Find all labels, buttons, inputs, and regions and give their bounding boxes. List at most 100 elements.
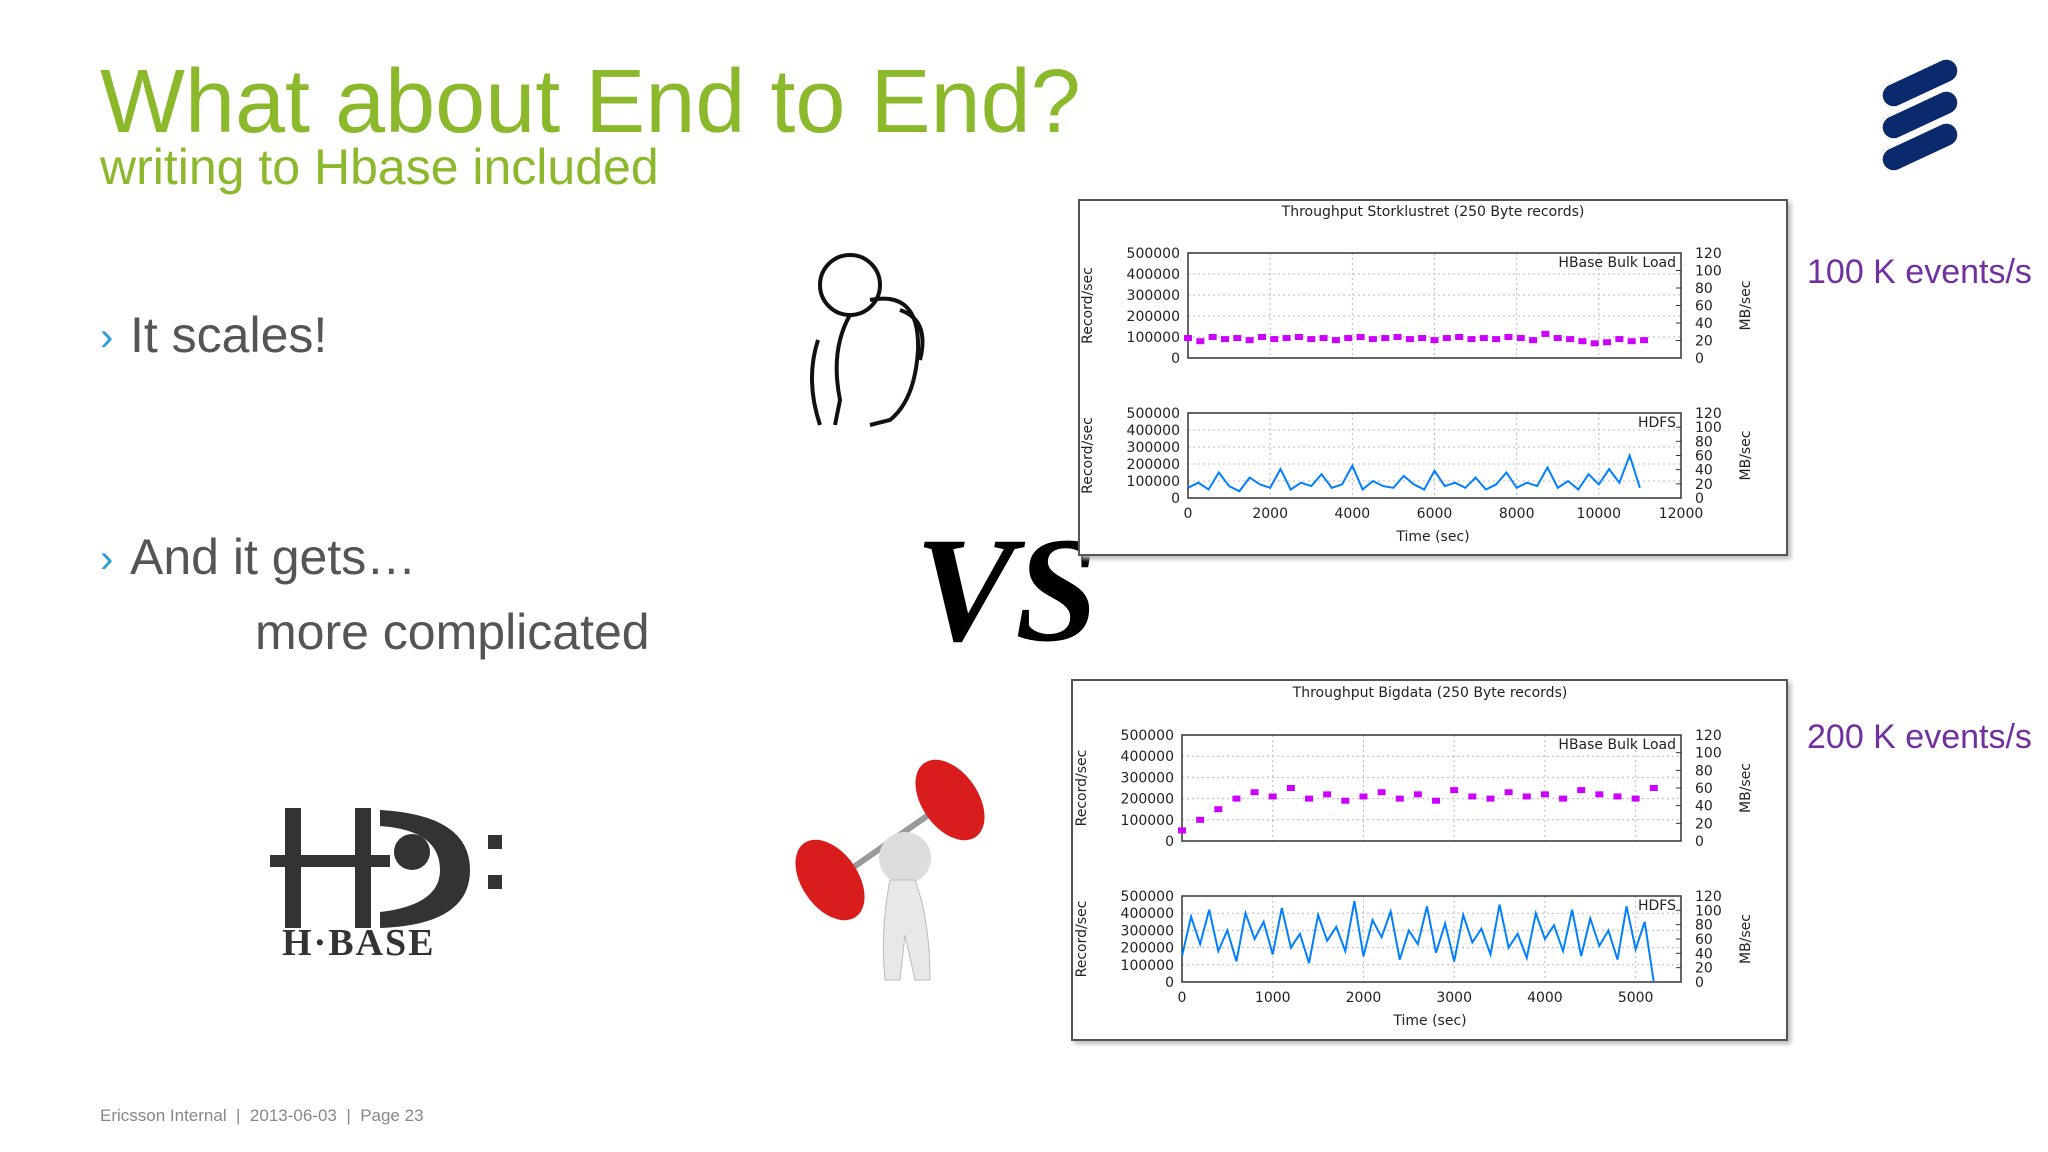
x-axis-label: Time (sec) xyxy=(1392,1013,1466,1029)
y2-tick-label: 80 xyxy=(1695,434,1713,450)
point xyxy=(1492,336,1501,343)
point xyxy=(1381,335,1390,342)
subtitle: writing to Hbase included xyxy=(99,139,659,195)
y-tick-label: 400000 xyxy=(1127,423,1180,439)
point xyxy=(1196,338,1205,345)
y2-tick-label: 80 xyxy=(1695,918,1713,934)
y2-tick-label: 0 xyxy=(1695,351,1704,367)
point xyxy=(1184,335,1192,342)
point xyxy=(1504,334,1513,340)
y-tick-label: 100000 xyxy=(1121,813,1174,829)
bullet-marker: › xyxy=(100,315,113,359)
y2-tick-label: 120 xyxy=(1695,406,1722,422)
y2-tick-label: 40 xyxy=(1695,316,1713,332)
y-tick-label: 0 xyxy=(1165,834,1174,850)
point xyxy=(1468,793,1477,800)
point xyxy=(1590,340,1599,347)
x-tick-label: 10000 xyxy=(1577,506,1622,522)
point xyxy=(1233,335,1242,342)
old-man-figure xyxy=(810,253,925,427)
point xyxy=(1553,335,1562,342)
y-tick-label: 500000 xyxy=(1127,246,1180,262)
point xyxy=(1208,334,1217,340)
chart-title: Throughput Storklustret (250 Byte record… xyxy=(1281,204,1585,220)
y-axis-label: Record/sec xyxy=(1080,417,1096,494)
point xyxy=(1559,795,1568,802)
y2-tick-label: 100 xyxy=(1695,264,1722,280)
footer: Ericsson Internal | 2013-06-03 | Page 23 xyxy=(100,1106,424,1125)
annotation: 200 K events/s xyxy=(1807,718,2032,756)
point xyxy=(1359,793,1368,800)
chart-frame xyxy=(1071,679,1788,1041)
hbase-logo-text: H·BASE xyxy=(282,922,436,964)
y-tick-label: 400000 xyxy=(1121,906,1174,922)
y-axis-label: Record/sec xyxy=(1074,901,1090,978)
y-tick-label: 200000 xyxy=(1121,941,1174,957)
y2-tick-label: 100 xyxy=(1695,746,1722,762)
point xyxy=(1356,334,1365,340)
point xyxy=(1430,337,1439,344)
point xyxy=(1220,336,1229,343)
x-tick-label: 5000 xyxy=(1618,990,1654,1006)
y2-tick-label: 20 xyxy=(1695,334,1713,350)
point xyxy=(1649,785,1658,791)
y-tick-label: 500000 xyxy=(1121,889,1174,905)
vs-graphic: VS xyxy=(915,507,1098,673)
x-tick-label: 0 xyxy=(1184,506,1193,522)
point xyxy=(1566,336,1575,343)
x-tick-label: 0 xyxy=(1178,990,1187,1006)
y-tick-label: 100000 xyxy=(1127,474,1180,490)
y2-tick-label: 60 xyxy=(1695,932,1713,948)
point xyxy=(1323,791,1332,798)
point xyxy=(1615,336,1624,343)
point xyxy=(1577,787,1586,794)
y2-tick-label: 20 xyxy=(1695,961,1713,977)
point xyxy=(1540,791,1549,798)
plot-border xyxy=(1187,412,1682,499)
legend-label: HBase Bulk Load xyxy=(1558,255,1676,271)
y-tick-label: 200000 xyxy=(1127,457,1180,473)
point xyxy=(1331,337,1340,344)
point xyxy=(1627,338,1636,345)
x-axis-label: Time (sec) xyxy=(1395,529,1469,545)
y2-tick-label: 100 xyxy=(1695,420,1722,436)
legend-label: HBase Bulk Load xyxy=(1558,737,1676,753)
y-tick-label: 0 xyxy=(1171,351,1180,367)
y-tick-label: 500000 xyxy=(1121,728,1174,744)
y2-axis-label: MB/sec xyxy=(1738,430,1754,480)
point xyxy=(1450,787,1459,794)
bullet: And it gets… xyxy=(130,529,416,585)
point xyxy=(1640,337,1649,344)
point xyxy=(1257,334,1266,340)
point xyxy=(1541,330,1550,337)
point xyxy=(1270,336,1279,343)
point xyxy=(1455,334,1464,340)
point xyxy=(1178,827,1186,834)
y2-tick-label: 40 xyxy=(1695,946,1713,962)
y2-tick-label: 0 xyxy=(1695,834,1704,850)
x-tick-label: 8000 xyxy=(1499,506,1535,522)
y2-axis-label: MB/sec xyxy=(1738,280,1754,330)
y2-tick-label: 80 xyxy=(1695,763,1713,779)
point xyxy=(1307,336,1316,343)
ericsson-logo xyxy=(1882,59,1958,171)
point xyxy=(1245,337,1254,344)
y-tick-label: 100000 xyxy=(1121,958,1174,974)
line xyxy=(1187,452,1641,493)
y2-tick-label: 100 xyxy=(1695,903,1722,919)
y2-tick-label: 60 xyxy=(1695,299,1713,315)
y-tick-label: 300000 xyxy=(1121,770,1174,786)
y2-tick-label: 40 xyxy=(1695,463,1713,479)
y2-tick-label: 120 xyxy=(1695,728,1722,744)
point xyxy=(1504,789,1513,796)
line xyxy=(1181,900,1655,983)
plot-border xyxy=(1187,252,1682,359)
point xyxy=(1529,337,1538,344)
point xyxy=(1286,785,1295,791)
weightlifter-figure xyxy=(795,759,985,981)
plot-border xyxy=(1181,734,1682,842)
point xyxy=(1405,336,1414,343)
point xyxy=(1516,335,1525,342)
y2-axis-label: MB/sec xyxy=(1738,914,1754,964)
